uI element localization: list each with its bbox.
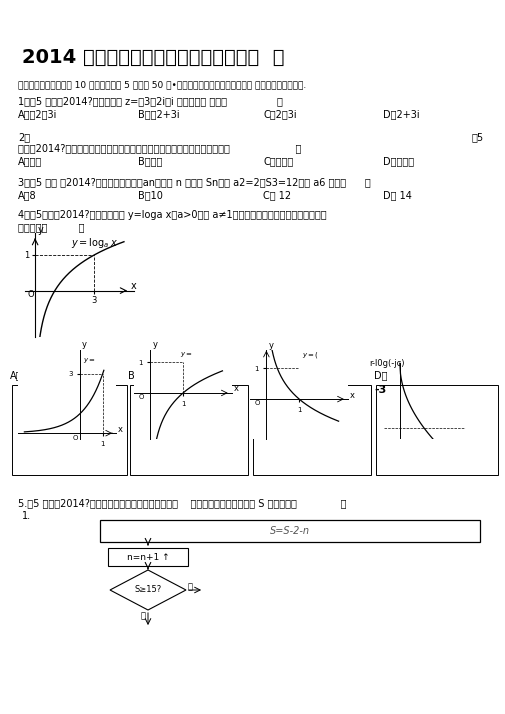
Text: A．－2－3i: A．－2－3i bbox=[18, 109, 58, 119]
Text: B．圆锥: B．圆锥 bbox=[138, 156, 163, 166]
Text: 1．（5 分）（2014?福建）复数 z=（3－2i）i 的共轭复数 等于（                ）: 1．（5 分）（2014?福建）复数 z=（3－2i）i 的共轭复数 等于（ ） bbox=[18, 96, 283, 106]
Text: x: x bbox=[117, 425, 122, 434]
Text: 分）（2014?福建）某空间几何体的正视图是三角形，则该几何体不可能是（                     ）: 分）（2014?福建）某空间几何体的正视图是三角形，则该几何体不可能是（ ） bbox=[18, 143, 301, 153]
Text: $y=$: $y=$ bbox=[180, 350, 192, 359]
Text: 是: 是 bbox=[188, 583, 193, 591]
Text: C．: C． bbox=[251, 370, 264, 380]
Text: D．: D． bbox=[374, 370, 387, 380]
Text: O: O bbox=[139, 394, 144, 400]
Text: O: O bbox=[255, 401, 260, 406]
Text: 3．（5 分） （2014?福建）等差数列｛an｝的前 n 项和为 Sn，若 a2=2，S3=12，则 a6 等于（      ）: 3．（5 分） （2014?福建）等差数列｛an｝的前 n 项和为 Sn，若 a… bbox=[18, 177, 371, 187]
Text: S≥15?: S≥15? bbox=[134, 585, 162, 595]
Bar bbox=[376, 385, 498, 475]
Text: B．10: B．10 bbox=[138, 190, 163, 200]
Text: D．2+3i: D．2+3i bbox=[383, 109, 420, 119]
Text: A．圆柱: A．圆柱 bbox=[18, 156, 42, 166]
Text: -3: -3 bbox=[374, 385, 386, 395]
Text: n=n+1 ↑: n=n+1 ↑ bbox=[127, 553, 169, 561]
Text: D．三棱柱: D．三棱柱 bbox=[383, 156, 414, 166]
Text: y: y bbox=[82, 340, 87, 349]
Polygon shape bbox=[110, 570, 186, 610]
Text: $y=\log_a x$: $y=\log_a x$ bbox=[71, 236, 118, 250]
Text: y: y bbox=[37, 225, 43, 235]
Bar bbox=[100, 520, 480, 542]
Text: $y=($: $y=($ bbox=[302, 350, 320, 360]
Text: x: x bbox=[131, 281, 137, 291]
Text: D． 14: D． 14 bbox=[383, 190, 412, 200]
Text: y: y bbox=[153, 340, 158, 348]
Text: （5: （5 bbox=[472, 132, 484, 142]
Text: 2．: 2． bbox=[18, 132, 30, 142]
Text: x: x bbox=[234, 384, 239, 393]
Bar bbox=[253, 385, 371, 475]
Text: O: O bbox=[27, 290, 34, 299]
Text: x: x bbox=[350, 391, 355, 400]
Text: A．: A． bbox=[10, 370, 23, 380]
Text: 2014 年福建高考理科数学试卷及答案解  析: 2014 年福建高考理科数学试卷及答案解 析 bbox=[22, 48, 284, 67]
Bar bbox=[130, 385, 248, 475]
Text: S=S-2-n: S=S-2-n bbox=[270, 526, 310, 536]
Text: A．8: A．8 bbox=[18, 190, 37, 200]
Bar bbox=[12, 385, 127, 475]
Text: 正确的是（          ）: 正确的是（ ） bbox=[18, 222, 84, 232]
Text: C． 12: C． 12 bbox=[263, 190, 291, 200]
Text: 1.: 1. bbox=[22, 511, 31, 521]
Bar bbox=[108, 548, 188, 566]
Text: 4．（5分）（2014?福建）若函数 y=loga x（a>0，且 a≠1）的图象如图所示，则下列函数图象: 4．（5分）（2014?福建）若函数 y=loga x（a>0，且 a≠1）的图… bbox=[18, 210, 327, 220]
Text: 否: 否 bbox=[140, 611, 145, 620]
Text: B．－2+3i: B．－2+3i bbox=[138, 109, 180, 119]
Text: B．: B． bbox=[128, 370, 140, 380]
Text: 5.（5 分）（2014?福建）阅读如图所示的程序框图，    运行相应的程序，输出的 S 的值等于（              ）: 5.（5 分）（2014?福建）阅读如图所示的程序框图， 运行相应的程序，输出的… bbox=[18, 498, 346, 508]
Text: y: y bbox=[269, 341, 274, 351]
Text: 一、选择题：本大题共 10 小题，每小题 5 分，共 50 分•在每个题给出的四个选项中，只 有一项是符合要求的.: 一、选择题：本大题共 10 小题，每小题 5 分，共 50 分•在每个题给出的四… bbox=[18, 80, 306, 89]
Text: C．2－3i: C．2－3i bbox=[263, 109, 296, 119]
Text: O: O bbox=[73, 435, 78, 441]
Text: r-l0g(-jc): r-l0g(-jc) bbox=[369, 359, 405, 368]
Text: $y=$: $y=$ bbox=[83, 356, 95, 365]
Text: C．四面体: C．四面体 bbox=[263, 156, 293, 166]
